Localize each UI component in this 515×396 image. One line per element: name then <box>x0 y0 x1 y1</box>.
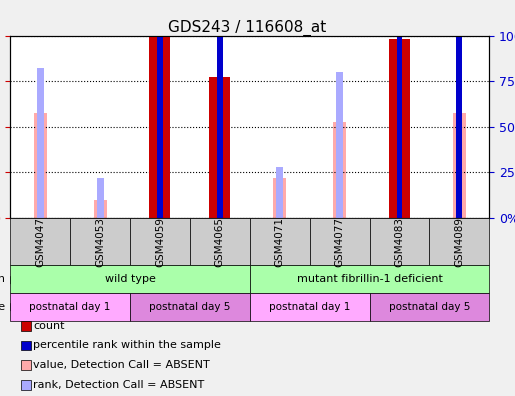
Text: GSM4059: GSM4059 <box>155 217 165 267</box>
Text: postnatal day 1: postnatal day 1 <box>29 302 111 312</box>
Text: count: count <box>33 320 65 331</box>
Text: percentile rank within the sample: percentile rank within the sample <box>33 340 221 350</box>
Text: genotype/variation: genotype/variation <box>0 274 5 284</box>
Text: postnatal day 5: postnatal day 5 <box>149 302 231 312</box>
Bar <box>96 178 104 218</box>
Bar <box>94 200 107 218</box>
Text: GSM4053: GSM4053 <box>95 217 105 267</box>
Text: postnatal day 1: postnatal day 1 <box>269 302 350 312</box>
Text: ▶: ▶ <box>10 302 19 312</box>
Bar <box>273 178 286 218</box>
Bar <box>210 77 230 218</box>
Bar <box>333 122 346 218</box>
Text: rank, Detection Call = ABSENT: rank, Detection Call = ABSENT <box>33 380 205 390</box>
Text: ▶: ▶ <box>10 274 19 284</box>
Bar <box>456 0 462 218</box>
Text: GDS243 / 116608_at: GDS243 / 116608_at <box>168 20 327 36</box>
Text: value, Detection Call = ABSENT: value, Detection Call = ABSENT <box>33 360 210 370</box>
Bar <box>33 113 47 218</box>
Bar <box>453 113 466 218</box>
Text: GSM4071: GSM4071 <box>274 217 285 267</box>
Text: GSM4047: GSM4047 <box>35 217 45 267</box>
Text: mutant fibrillin-1 deficient: mutant fibrillin-1 deficient <box>297 274 442 284</box>
Text: GSM4077: GSM4077 <box>335 217 345 267</box>
Bar <box>397 0 402 218</box>
Bar <box>389 39 410 218</box>
Text: GSM4065: GSM4065 <box>215 217 225 267</box>
Bar <box>157 0 163 218</box>
Bar <box>276 167 283 218</box>
Text: GSM4083: GSM4083 <box>394 217 404 267</box>
Bar <box>149 36 170 218</box>
Bar <box>217 17 222 218</box>
Text: development stage: development stage <box>0 302 5 312</box>
Bar <box>336 72 343 218</box>
Text: postnatal day 5: postnatal day 5 <box>389 302 470 312</box>
Bar <box>37 69 44 218</box>
Text: wild type: wild type <box>105 274 156 284</box>
Text: GSM4089: GSM4089 <box>454 217 465 267</box>
